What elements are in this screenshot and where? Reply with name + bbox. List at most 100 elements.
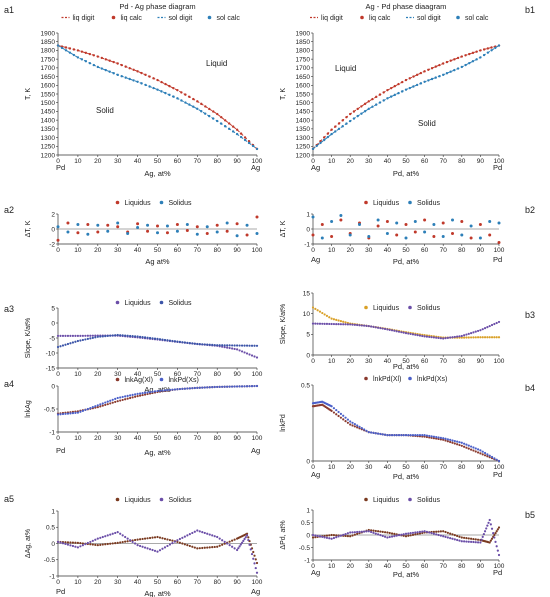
data-point xyxy=(79,545,82,548)
data-point xyxy=(231,545,234,548)
x-tick-label: 30 xyxy=(365,247,373,254)
data-point xyxy=(250,354,254,357)
data-point xyxy=(323,536,326,539)
data-point xyxy=(381,534,384,538)
data-point xyxy=(474,538,477,541)
data-point xyxy=(226,346,229,349)
data-point xyxy=(225,221,229,225)
data-point xyxy=(60,46,64,50)
data-point xyxy=(245,344,249,347)
data-point xyxy=(228,544,231,547)
data-point xyxy=(356,424,359,427)
data-point xyxy=(323,313,326,316)
data-point xyxy=(344,534,347,538)
data-point xyxy=(449,438,452,442)
x-tick-label: 30 xyxy=(114,247,122,254)
data-point xyxy=(156,78,159,82)
x-tick-label: 40 xyxy=(384,247,392,254)
data-point xyxy=(319,141,322,145)
data-point xyxy=(196,100,199,103)
data-point xyxy=(245,534,249,537)
data-point xyxy=(318,535,322,538)
y-tick-label: 1550 xyxy=(41,91,56,98)
data-point xyxy=(238,344,241,347)
data-point xyxy=(99,335,102,338)
data-point xyxy=(141,336,144,339)
data-point xyxy=(393,329,396,332)
data-point xyxy=(91,543,94,546)
x-tick-label: 10 xyxy=(328,158,336,165)
data-point xyxy=(211,546,214,549)
data-point xyxy=(243,136,247,139)
y-tick-label: 1550 xyxy=(296,91,311,98)
legend-marker xyxy=(408,305,412,310)
data-point xyxy=(479,541,482,544)
data-point xyxy=(464,63,467,67)
x-axis-label: Pd, at% xyxy=(393,570,420,579)
x-tick-label: 20 xyxy=(94,158,102,165)
data-point xyxy=(235,222,239,226)
data-point xyxy=(121,334,124,337)
data-point xyxy=(480,538,483,541)
y-tick-label: -15 xyxy=(46,365,56,372)
data-point xyxy=(371,97,374,101)
data-point xyxy=(186,534,189,537)
data-point xyxy=(59,345,62,348)
data-point xyxy=(235,128,239,131)
data-point xyxy=(493,533,496,537)
x-axis-label: Ag, at% xyxy=(144,448,171,457)
data-point xyxy=(311,306,315,309)
data-point xyxy=(493,536,496,539)
panel-label: a5 xyxy=(4,494,14,504)
x-end-label-right: Pd xyxy=(493,568,502,577)
y-tick-label: 1900 xyxy=(41,30,56,37)
data-point xyxy=(126,334,129,337)
data-point xyxy=(470,540,473,543)
data-point xyxy=(372,531,375,534)
data-point xyxy=(238,545,241,548)
legend-marker xyxy=(159,300,164,305)
data-point xyxy=(344,416,347,419)
data-point xyxy=(434,76,437,79)
y-tick-label: 1750 xyxy=(296,56,311,63)
data-point xyxy=(129,334,132,338)
data-point xyxy=(402,331,405,334)
x-tick-label: 90 xyxy=(233,247,241,254)
data-point xyxy=(231,130,235,133)
data-point xyxy=(395,221,399,225)
data-point xyxy=(56,334,60,337)
data-point xyxy=(248,353,251,356)
data-point xyxy=(126,394,129,397)
data-point xyxy=(386,97,389,100)
data-point xyxy=(316,322,319,325)
data-point xyxy=(311,233,315,237)
x-tick-label: 50 xyxy=(402,464,410,471)
data-point xyxy=(69,334,72,337)
data-point xyxy=(325,314,329,317)
data-point xyxy=(337,323,340,326)
data-point xyxy=(377,326,380,329)
data-point xyxy=(423,434,426,437)
x-tick-label: 0 xyxy=(56,158,60,165)
data-point xyxy=(178,387,181,391)
data-point xyxy=(400,533,403,536)
data-point xyxy=(335,536,338,539)
data-point xyxy=(120,63,123,67)
data-point xyxy=(367,530,370,533)
data-point xyxy=(69,342,72,345)
data-point xyxy=(453,68,456,72)
data-point xyxy=(76,411,79,414)
data-point xyxy=(328,316,331,319)
data-point xyxy=(320,223,324,226)
data-point xyxy=(316,309,319,312)
data-point xyxy=(407,434,410,437)
data-point xyxy=(432,532,435,535)
data-point xyxy=(435,437,438,440)
series-solidus xyxy=(56,221,259,238)
data-point xyxy=(163,546,167,549)
data-point xyxy=(397,82,400,86)
data-point xyxy=(330,235,334,238)
data-point xyxy=(456,534,459,538)
data-point xyxy=(216,119,219,123)
data-point xyxy=(64,541,67,544)
